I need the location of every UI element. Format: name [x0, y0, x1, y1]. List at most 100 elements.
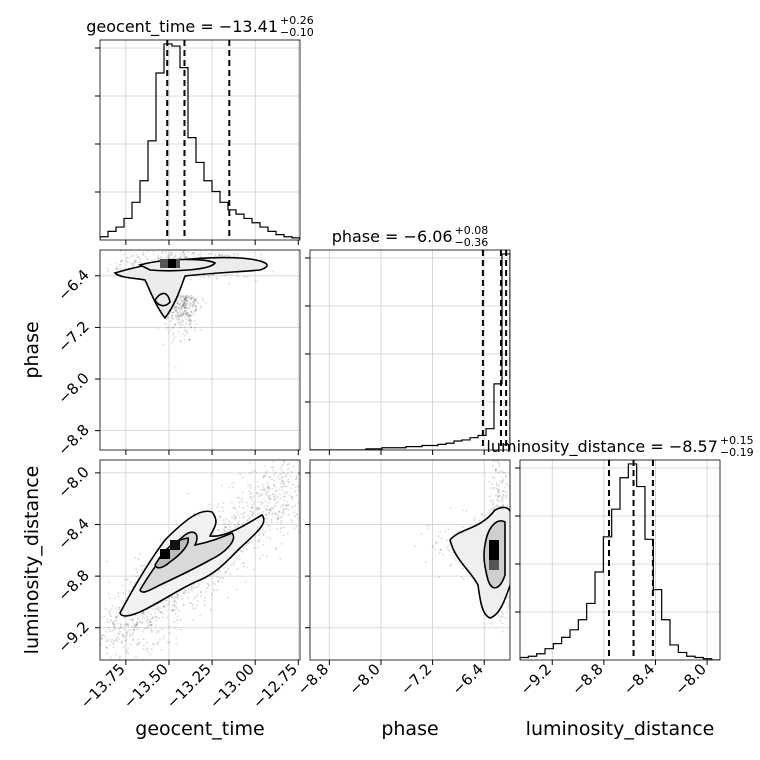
- scatter-point: [501, 497, 504, 500]
- scatter-point: [232, 517, 235, 520]
- scatter-point: [240, 500, 243, 503]
- scatter-point: [183, 296, 186, 299]
- scatter-point: [504, 474, 507, 477]
- scatter-point: [490, 618, 493, 621]
- scatter-point: [107, 638, 110, 641]
- scatter-point: [103, 668, 105, 670]
- scatter-point: [445, 539, 448, 542]
- scatter-point: [152, 616, 155, 619]
- scatter-point: [171, 311, 174, 314]
- scatter-point: [188, 314, 191, 317]
- scatter-point: [153, 253, 156, 256]
- scatter-point: [255, 506, 258, 509]
- scatter-point: [193, 298, 196, 301]
- scatter-point: [295, 525, 298, 528]
- scatter-point: [129, 628, 132, 631]
- scatter-point: [185, 312, 188, 315]
- scatter-point: [306, 515, 308, 517]
- scatter-point: [174, 323, 177, 326]
- scatter-point: [183, 297, 186, 300]
- scatter-point: [169, 253, 172, 256]
- scatter-point: [169, 320, 172, 323]
- x-tick-label: −8.8: [568, 660, 606, 698]
- scatter-point: [264, 500, 267, 503]
- scatter-point: [103, 634, 106, 637]
- scatter-point: [222, 567, 225, 570]
- scatter-point: [302, 478, 304, 480]
- scatter-point: [117, 622, 120, 625]
- scatter-point: [160, 251, 163, 254]
- scatter-point: [111, 638, 114, 641]
- scatter-point: [182, 303, 185, 306]
- scatter-point: [179, 339, 182, 342]
- scatter-point: [186, 299, 189, 302]
- scatter-point: [181, 305, 184, 308]
- scatter-point: [108, 581, 111, 584]
- scatter-point: [291, 483, 294, 486]
- scatter-point: [138, 619, 141, 622]
- scatter-point: [175, 314, 178, 317]
- scatter-point: [152, 250, 155, 253]
- scatter-point: [192, 303, 195, 306]
- scatter-point: [172, 604, 175, 607]
- scatter-point: [165, 609, 168, 612]
- scatter-point: [176, 313, 179, 316]
- scatter-point: [178, 307, 181, 310]
- scatter-point: [186, 311, 189, 314]
- scatter-point: [427, 527, 430, 530]
- scatter-point: [184, 295, 187, 298]
- scatter-point: [249, 516, 252, 519]
- scatter-point: [284, 475, 287, 478]
- scatter-point: [267, 501, 270, 504]
- scatter-point: [265, 508, 268, 511]
- scatter-point: [493, 506, 496, 509]
- scatter-point: [180, 308, 183, 311]
- scatter-point: [246, 519, 249, 522]
- scatter-point: [94, 650, 96, 652]
- scatter-point: [265, 514, 268, 517]
- density-contour: [113, 256, 268, 320]
- scatter-point: [265, 517, 268, 520]
- scatter-point: [261, 554, 264, 557]
- scatter-point: [221, 506, 224, 509]
- scatter-point: [140, 568, 143, 571]
- scatter-point: [210, 593, 213, 596]
- scatter-point: [216, 575, 219, 578]
- scatter-point: [251, 471, 254, 474]
- scatter-point: [124, 639, 127, 642]
- scatter-point: [163, 605, 166, 608]
- scatter-point: [425, 524, 428, 527]
- scatter-point: [189, 302, 192, 305]
- scatter-point: [275, 497, 278, 500]
- scatter-point: [135, 253, 138, 256]
- scatter-point: [184, 306, 187, 309]
- scatter-point: [141, 614, 144, 617]
- scatter-point: [268, 476, 271, 479]
- scatter-point: [175, 316, 178, 319]
- scatter-point: [223, 525, 226, 528]
- scatter-point: [192, 603, 195, 606]
- scatter-point: [173, 604, 176, 607]
- scatter-point: [294, 505, 297, 508]
- scatter-point: [282, 480, 285, 483]
- scatter-point: [511, 581, 513, 583]
- scatter-point: [285, 491, 288, 494]
- scatter-point: [434, 548, 437, 551]
- scatter-point: [238, 501, 241, 504]
- scatter-point: [141, 253, 144, 256]
- scatter-point: [248, 490, 251, 493]
- scatter-point: [221, 244, 223, 246]
- scatter-point: [133, 581, 136, 584]
- scatter-point: [182, 312, 185, 315]
- scatter-point: [145, 649, 148, 652]
- scatter-point: [118, 633, 121, 636]
- scatter-point: [507, 484, 510, 487]
- scatter-point: [174, 322, 177, 325]
- scatter-point: [305, 462, 307, 464]
- scatter-point: [174, 310, 177, 313]
- scatter-point: [106, 621, 109, 624]
- scatter-point: [179, 314, 182, 317]
- scatter-point: [189, 322, 192, 325]
- scatter-point: [241, 561, 244, 564]
- scatter-point: [136, 621, 139, 624]
